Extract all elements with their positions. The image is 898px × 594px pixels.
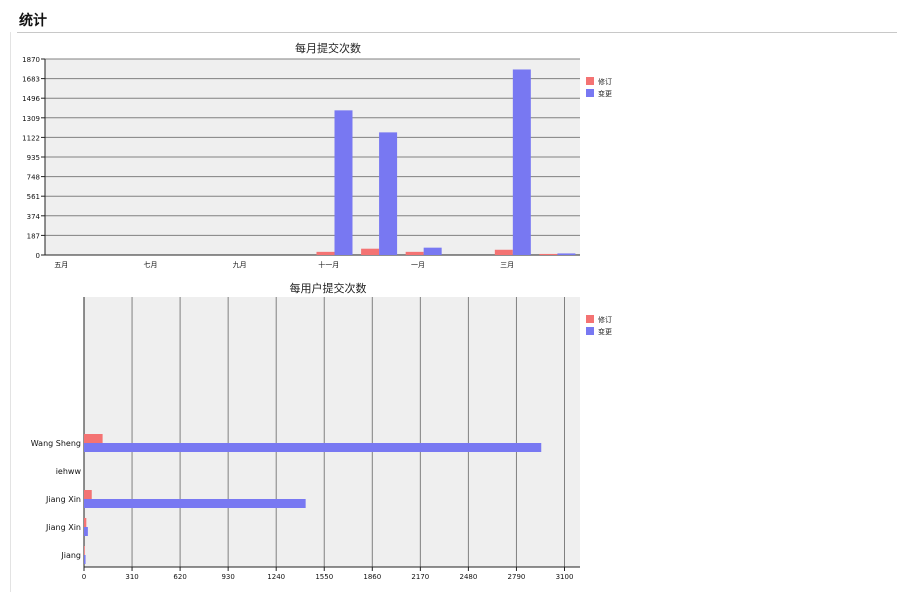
x-tick-label: 930 — [221, 573, 234, 581]
x-tick-label: 一月 — [411, 261, 425, 269]
monthly-chart-title: 每月提交次数 — [295, 42, 361, 55]
user-chart-svg: 0 310 620 930 1240 1550 1860 2170 2480 2790 3100 Ji… — [31, 297, 612, 581]
x-tick-label: 310 — [125, 573, 138, 581]
bar-change — [84, 499, 306, 508]
bar-revision — [84, 518, 87, 527]
x-tick-label: 1240 — [267, 573, 285, 581]
legend-swatch — [586, 77, 594, 85]
x-tick-label: 1860 — [363, 573, 381, 581]
x-tick-label: 2790 — [508, 573, 526, 581]
x-tick-label: 七月 — [143, 260, 157, 269]
user-chart-title: 每用户提交次数 — [289, 282, 367, 295]
bar-change — [512, 69, 531, 255]
bar-revision — [539, 253, 558, 255]
monthly-chart-svg: 0 187 374 561 748 935 1122 1309 1496 1683 1870 五月 七月… — [22, 56, 612, 269]
legend-swatch — [586, 315, 594, 323]
bar-change — [84, 443, 542, 452]
bar-change — [84, 555, 86, 564]
y-tick-label: iehww — [56, 467, 82, 476]
y-tick-label: 935 — [27, 154, 40, 162]
plot-area — [84, 297, 580, 567]
y-tick-label: 1309 — [22, 115, 40, 123]
legend-label: 修订 — [598, 77, 612, 86]
x-tick-label: 1550 — [315, 573, 333, 581]
x-tick-label: 620 — [173, 573, 186, 581]
bar-change — [557, 253, 576, 255]
y-tick-label: 1683 — [22, 76, 40, 84]
legend-swatch — [586, 89, 594, 97]
legend-swatch — [586, 327, 594, 335]
bar-revision — [494, 249, 513, 255]
x-tick-label: 3100 — [556, 573, 574, 581]
x-tick-label: 十一月 — [318, 260, 339, 269]
x-tick-label: 三月 — [500, 261, 514, 269]
bar-revision — [316, 251, 335, 255]
y-tick-label: 1870 — [22, 56, 40, 64]
bar-change — [334, 110, 353, 255]
bar-revision — [405, 251, 424, 255]
bar-revision — [84, 434, 103, 443]
monthly-commits-chart: 每月提交次数 0 187 374 561 748 935 1122 1309 1496 1683 1… — [18, 38, 648, 278]
page-title: 统计 — [19, 13, 47, 29]
x-tick-label: 0 — [82, 573, 86, 581]
y-tick-label: Wang Sheng — [31, 439, 81, 448]
bar-revision — [84, 490, 92, 499]
x-tick-label: 五月 — [54, 261, 68, 269]
x-tick-label: 九月 — [233, 260, 247, 269]
y-tick-label: 187 — [27, 232, 40, 240]
bar-revision — [361, 248, 380, 255]
legend-label: 修订 — [598, 315, 612, 324]
y-tick-label: 374 — [27, 213, 41, 221]
y-tick-label: 561 — [27, 193, 40, 201]
bar-revision — [84, 546, 85, 555]
legend-label: 变更 — [598, 89, 612, 98]
y-tick-label: 1496 — [22, 95, 40, 103]
content-border — [10, 32, 11, 592]
y-tick-label: Jiang Xin — [45, 495, 81, 504]
bar-change — [379, 132, 398, 255]
y-tick-label: Jiang — [60, 551, 81, 560]
y-tick-label: 748 — [27, 174, 40, 182]
y-tick-label: Jiang Xin — [45, 523, 81, 532]
y-tick-label: 0 — [36, 252, 40, 260]
bar-change — [84, 527, 88, 536]
bar-change — [423, 247, 442, 255]
x-tick-label: 2170 — [411, 573, 429, 581]
legend-label: 变更 — [598, 327, 612, 336]
user-commits-chart: 每用户提交次数 0 310 620 930 1240 1550 1860 2170 2480 27… — [18, 278, 648, 590]
page-header: 统计 — [17, 8, 897, 33]
x-tick-label: 2480 — [459, 573, 477, 581]
y-tick-label: 1122 — [22, 134, 40, 142]
